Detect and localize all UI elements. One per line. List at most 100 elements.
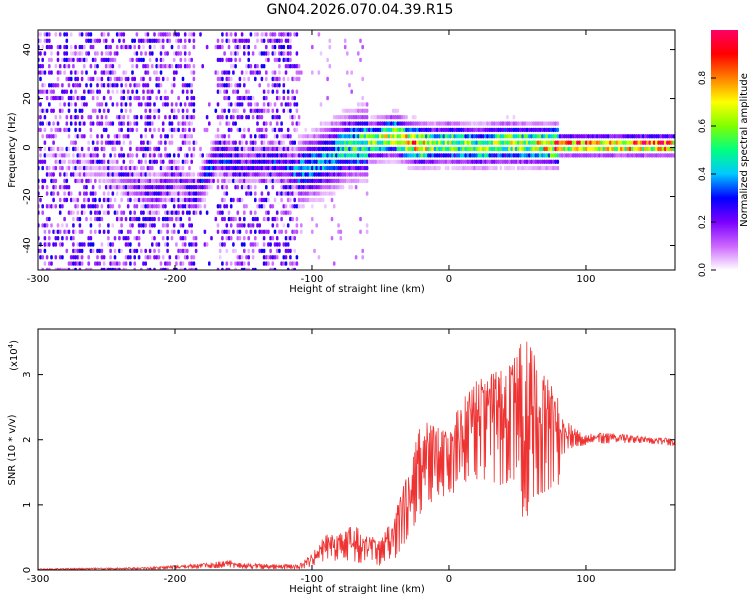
spectrogram-cell	[109, 51, 112, 56]
spectrogram-cell	[214, 159, 218, 164]
spectrogram-cell	[208, 178, 211, 184]
spectrogram-cell	[107, 32, 110, 37]
spectrogram-cell	[659, 153, 663, 158]
spectrogram-cell	[295, 127, 299, 133]
spectrogram-cell	[313, 191, 316, 196]
spectrogram-cell	[330, 134, 334, 139]
spectrogram-cell	[282, 210, 286, 215]
spectrogram-cell	[83, 210, 86, 215]
spectrogram-cell	[339, 127, 343, 133]
spectrogram-cell	[313, 153, 316, 158]
spectrogram-cell	[227, 159, 231, 164]
spectrogram-cell	[227, 108, 231, 113]
spectrogram-cell	[74, 76, 77, 82]
spectrogram-cell	[155, 197, 158, 203]
spectrogram-cell	[543, 134, 546, 139]
spectrogram-cell	[104, 38, 108, 43]
spectrogram-cell	[512, 159, 516, 164]
spectrogram-cell	[56, 159, 60, 164]
spectrogram-cell	[48, 172, 51, 177]
spectrogram-cell	[177, 121, 180, 126]
spectrogram-cell	[293, 204, 296, 209]
spectrogram-cell	[137, 172, 141, 177]
spectrogram-cell	[657, 153, 660, 158]
spectrogram-cell	[282, 83, 286, 88]
spectrogram-cell	[554, 134, 557, 139]
spectrogram-cell	[52, 146, 55, 152]
spectrogram-cell	[243, 76, 246, 82]
spectrogram-cell	[181, 242, 185, 247]
spectrogram-cell	[335, 159, 338, 164]
spectrogram-cell	[620, 146, 623, 152]
spectrogram-cell	[181, 267, 185, 270]
spectrogram-cell	[148, 216, 152, 222]
spectrogram-cell	[389, 140, 393, 145]
spectrogram-cell	[115, 83, 119, 88]
spectrogram-cell	[639, 140, 643, 145]
spectrogram-cell	[427, 127, 430, 133]
spectrogram-cell	[311, 127, 314, 133]
spectrogram-cell	[98, 102, 101, 107]
spectrogram-cell	[94, 261, 97, 266]
spectrogram-cell	[234, 51, 237, 56]
spectrogram-cell	[628, 140, 632, 145]
spectrogram-cell	[490, 140, 494, 145]
spectrogram-cell	[585, 140, 588, 145]
spectrogram-cell	[179, 57, 183, 63]
spectrogram-cell	[74, 44, 77, 50]
spectrogram-cell	[545, 140, 549, 145]
spectrogram-cell	[343, 44, 347, 50]
spectrogram-cell	[225, 236, 229, 241]
spectrogram-cell	[289, 102, 292, 107]
spectrogram-cell	[392, 140, 395, 145]
spectrogram-cell	[420, 146, 424, 152]
spectrogram-cell	[229, 204, 233, 209]
spectrogram-cell	[545, 159, 549, 164]
spectrogram-cell	[175, 267, 178, 270]
spectrogram-cell	[284, 248, 288, 254]
spectrogram-cell	[293, 32, 296, 37]
spectrogram-cell	[129, 223, 132, 228]
spectrogram-cell	[262, 51, 266, 56]
spectrogram-cell	[234, 89, 237, 94]
spectrogram-cell	[48, 44, 51, 50]
spectrogram-cell	[328, 38, 332, 43]
spectrogram-cell	[328, 172, 332, 177]
spectrogram-cell	[107, 70, 110, 75]
spectrogram-cell	[221, 172, 224, 177]
spectrogram-cell	[387, 140, 391, 145]
spectrogram-cell	[286, 191, 290, 196]
spectrogram-cell	[284, 64, 288, 69]
spectrogram-cell	[243, 153, 246, 158]
spectrogram-cell	[348, 165, 351, 171]
spectrogram-cell	[177, 204, 180, 209]
spectrogram-cell	[354, 178, 358, 184]
spectrogram-cell	[188, 127, 191, 133]
spectrogram-cell	[280, 44, 283, 50]
spectrogram-cell	[186, 210, 189, 215]
spectrogram-cell	[227, 134, 231, 139]
spectrogram-cell	[302, 204, 305, 209]
spectrogram-cell	[644, 134, 647, 139]
spectrogram-cell	[275, 108, 279, 113]
spectrogram-cell	[528, 159, 531, 164]
spectrogram-cell	[560, 153, 564, 158]
spectrogram-cell	[488, 134, 492, 139]
spectrogram-cell	[120, 185, 123, 190]
spectrogram-cell	[273, 115, 277, 120]
spectrogram-cell	[190, 57, 193, 63]
spectrogram-cell	[234, 38, 237, 43]
spectrogram-cell	[394, 127, 397, 133]
spectrogram-cell	[91, 172, 95, 177]
spectrogram-cell	[129, 146, 132, 152]
spectrogram-cell	[317, 159, 321, 164]
spectrogram-cell	[598, 153, 601, 158]
spectrogram-cell	[381, 146, 384, 152]
spectrogram-cell	[308, 140, 312, 145]
spectrogram-cell	[137, 255, 141, 260]
spectrogram-cell	[214, 140, 218, 145]
spectrogram-cell	[280, 134, 283, 139]
spectrogram-cell	[528, 127, 531, 133]
